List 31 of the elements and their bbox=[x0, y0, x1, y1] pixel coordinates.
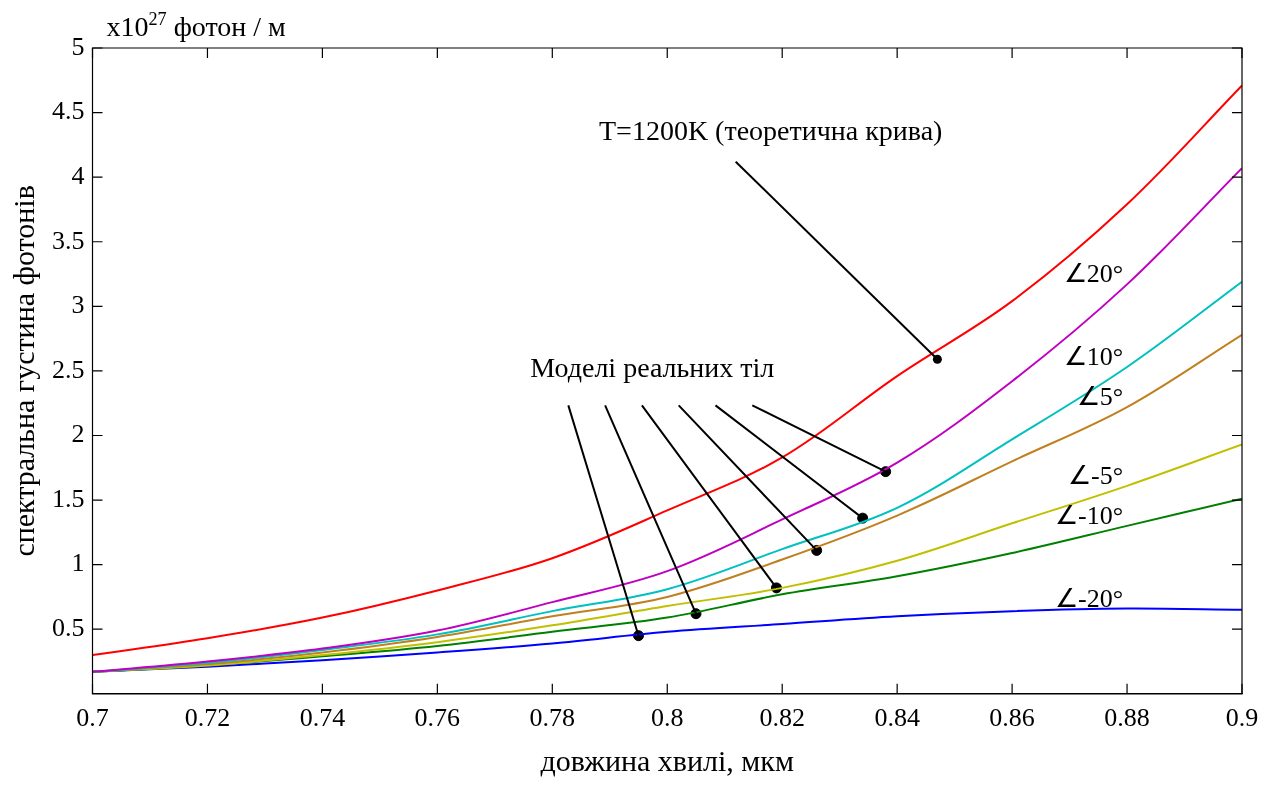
y-tick-label: 4 bbox=[71, 160, 85, 190]
x-tick-label: 0.88 bbox=[1104, 703, 1150, 733]
y-tick-label: 3 bbox=[71, 290, 85, 320]
x-tick-label: 0.9 bbox=[1225, 703, 1259, 733]
y-tick-label: 3.5 bbox=[52, 225, 85, 255]
x-tick-label: 0.84 bbox=[874, 703, 920, 733]
series-label: ∠5° bbox=[1076, 382, 1124, 412]
y-tick-label: 1.5 bbox=[52, 483, 85, 513]
y-tick-label: 1 bbox=[71, 548, 85, 578]
x-tick-label: 0.8 bbox=[651, 703, 684, 733]
x-tick-label: 0.74 bbox=[299, 703, 346, 733]
x-tick-label: 0.72 bbox=[184, 703, 231, 733]
y-tick-label: 4.5 bbox=[52, 96, 85, 126]
x-tick-label: 0.78 bbox=[529, 703, 576, 733]
x-tick-label: 0.86 bbox=[989, 703, 1035, 733]
series-label: ∠20° bbox=[1063, 259, 1124, 289]
x-tick-label: 0.82 bbox=[759, 703, 805, 733]
y-tick-label: 0.5 bbox=[52, 613, 85, 643]
series-label: ∠-10° bbox=[1054, 500, 1124, 530]
x-axis-title: довжина хвилі, мкм bbox=[540, 743, 794, 777]
annotation: T=1200K (теоретична крива) bbox=[598, 114, 943, 146]
y-tick-label: 2.5 bbox=[52, 354, 85, 384]
series-label: ∠-5° bbox=[1067, 460, 1124, 490]
annotation: Моделі реальних тіл bbox=[530, 352, 775, 384]
y-tick-label: 2 bbox=[71, 419, 85, 449]
series-label: ∠-20° bbox=[1054, 583, 1124, 613]
series-label: ∠10° bbox=[1063, 342, 1124, 372]
y-tick-label: 5 bbox=[71, 31, 85, 61]
x-tick-label: 0.76 bbox=[414, 703, 461, 733]
y-axis-title: спектральна густина фотонів bbox=[6, 185, 40, 557]
x-tick-label: 0.7 bbox=[76, 703, 109, 733]
